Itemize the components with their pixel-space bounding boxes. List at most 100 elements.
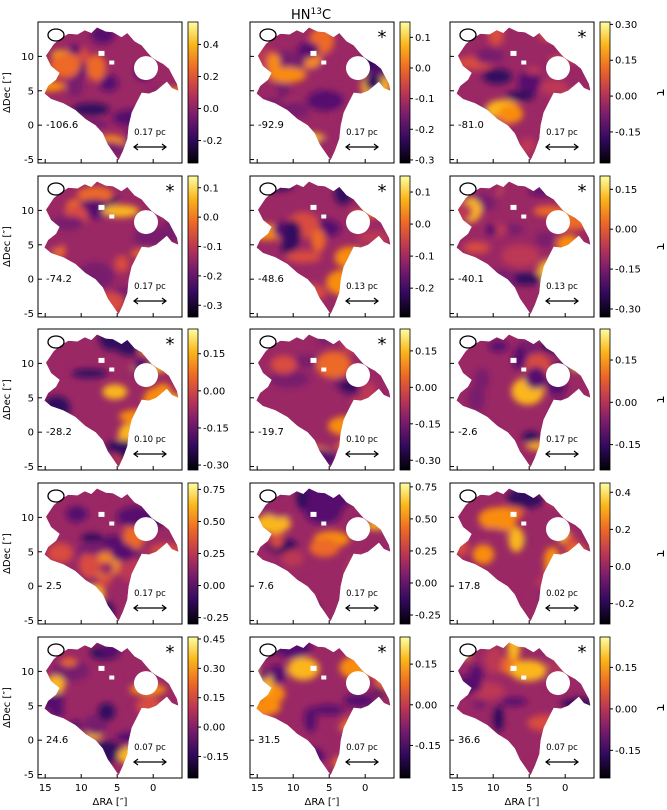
- colorbar-tick-label: 0.00: [415, 700, 437, 711]
- masked-hole: [546, 671, 570, 696]
- emission-blob: [285, 250, 322, 263]
- colorbar-tick-label: -0.3: [203, 301, 223, 312]
- emission-blob: [508, 526, 525, 553]
- colorbar: [399, 175, 411, 318]
- scale-bar: [345, 450, 379, 458]
- scale-bar-label: 0.10 pc: [134, 435, 166, 445]
- x-tick-label: 5: [526, 783, 532, 794]
- masked-pixel: [321, 521, 327, 526]
- scale-bar-arrowhead: [573, 143, 579, 151]
- beam-ellipse: [47, 643, 65, 657]
- masked-pixel: [521, 675, 527, 680]
- emission-blob: [81, 532, 104, 544]
- colorbar: [187, 175, 199, 318]
- emission-blob: [82, 522, 105, 533]
- colorbar-tick-label: 0.00: [203, 386, 225, 397]
- colorbar-tick-label: -0.15: [615, 127, 641, 138]
- colorbar-label: τ: [654, 89, 667, 96]
- colorbar-tick-label: 0.2: [615, 525, 631, 536]
- y-tick-label: 5: [28, 86, 34, 97]
- scale-bar-label: 0.07 pc: [134, 743, 166, 753]
- scale-bar: [133, 604, 167, 612]
- masked-hole: [346, 363, 370, 388]
- colorbar-tick-label: 0.2: [203, 72, 219, 83]
- y-tick-label: 10: [21, 359, 34, 370]
- emission-blob: [71, 102, 110, 116]
- scale-bar-label: 0.13 pc: [546, 282, 578, 292]
- emission-blob: [538, 79, 569, 96]
- emission-blob: [475, 47, 505, 65]
- emission-blob: [65, 505, 88, 523]
- colorbar-tick-label: -0.25: [203, 613, 229, 624]
- map-panel: 7.6 0.17 pc 0.75 0.50 0.25 0.00 -0.25: [249, 482, 441, 625]
- colorbar-tick-label: -0.30: [203, 461, 229, 472]
- scale-bar: [345, 604, 379, 612]
- y-axis-label: ΔDec [″]: [2, 533, 13, 574]
- emission-blob: [68, 45, 82, 55]
- scale-bar-arrowhead: [133, 604, 139, 612]
- velocity-label: -74.2: [46, 274, 72, 285]
- scale-bar-label: 0.07 pc: [546, 743, 578, 753]
- scale-bar-arrowhead: [345, 143, 351, 151]
- emission-blob: [98, 561, 114, 576]
- masked-pixel: [310, 511, 317, 517]
- axes-frame: [449, 328, 595, 471]
- beam-ellipse: [459, 182, 477, 196]
- emission-blob: [264, 494, 296, 518]
- source-star-marker: *: [578, 642, 587, 663]
- masked-hole: [134, 210, 158, 235]
- scale-bar: [545, 758, 579, 766]
- emission-blob: [60, 657, 78, 667]
- scale-bar: [345, 758, 379, 766]
- colorbar-tick-label: 0.30: [203, 664, 225, 675]
- colorbar-tick-label: -0.15: [615, 440, 641, 451]
- velocity-label: -40.1: [458, 274, 484, 285]
- masked-hole: [546, 363, 570, 388]
- colorbar-tick-label: 0.00: [203, 581, 225, 592]
- colorbar: [599, 636, 611, 779]
- y-tick-label: -5: [24, 309, 34, 320]
- masked-pixel: [310, 50, 317, 56]
- y-tick-label: 5: [28, 240, 34, 251]
- emission-blob: [517, 70, 541, 95]
- emission-blob: [307, 89, 345, 112]
- y-axis-label: ΔDec [″]: [2, 687, 13, 728]
- source-star-marker: *: [378, 27, 387, 48]
- emission-blob: [473, 699, 487, 710]
- masked-pixel: [109, 60, 115, 65]
- colorbar: [599, 21, 611, 164]
- scale-bar-arrowhead: [573, 758, 579, 766]
- y-axis-label: ΔDec [″]: [2, 226, 13, 267]
- masked-pixel: [310, 204, 317, 210]
- emission-blob: [86, 54, 106, 82]
- scale-bar-label: 0.07 pc: [346, 743, 378, 753]
- colorbar-tick-label: -0.1: [415, 94, 435, 105]
- emission-blob: [498, 104, 524, 124]
- beam-ellipse: [459, 335, 477, 349]
- scale-bar: [133, 450, 167, 458]
- velocity-label: -106.6: [46, 120, 78, 131]
- colorbar-tick-label: 0.15: [615, 663, 637, 674]
- map-panel: * -48.6 0.13 pc 0.1 0.0 -0.1 -0.2: [249, 175, 435, 318]
- scale-bar-arrowhead: [373, 143, 379, 151]
- map-panel: * -92.9 0.17 pc 0.1 0.0 -0.1 -0.2 -0.3: [249, 21, 435, 166]
- emission-blob: [267, 664, 287, 685]
- axes-frame: [249, 328, 395, 471]
- emission-blob: [525, 66, 541, 75]
- emission-blob: [102, 384, 128, 400]
- axes-frame: [37, 21, 183, 164]
- scale-bar-arrowhead: [373, 758, 379, 766]
- y-tick-label: -5: [24, 155, 34, 166]
- scale-bar: [545, 297, 579, 305]
- colorbar-label: τ: [654, 396, 667, 403]
- emission-blob: [80, 541, 107, 555]
- emission-blob: [491, 705, 505, 732]
- masked-hole: [546, 56, 570, 81]
- axes-frame: [449, 175, 595, 318]
- colorbar: [187, 21, 199, 164]
- scale-bar: [133, 758, 167, 766]
- emission-blob: [310, 229, 326, 252]
- colorbar-tick-label: -0.2: [615, 599, 635, 610]
- emission-blob: [467, 384, 486, 412]
- scale-bar-arrowhead: [161, 758, 167, 766]
